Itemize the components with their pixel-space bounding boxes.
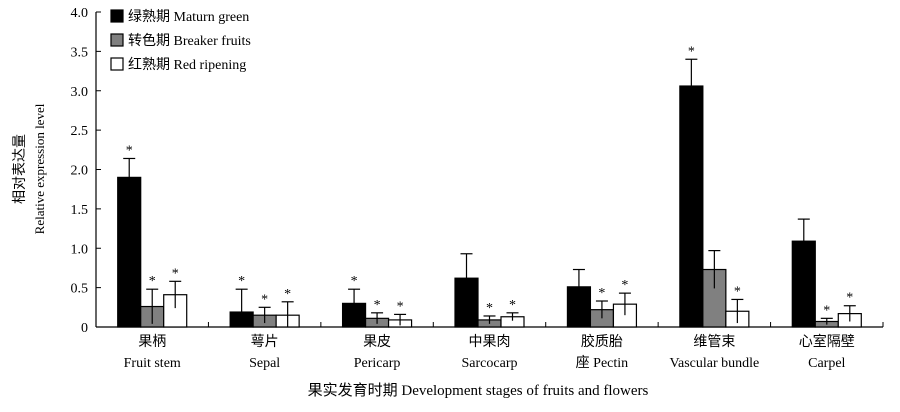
x-axis-label: 果实发育时期 Development stages of fruits and … [308, 382, 649, 399]
significance-marker: * [238, 274, 245, 289]
bars: * * * * * * * * * * * * * * * * * [117, 44, 862, 328]
y-tick-label: 1.5 [71, 203, 89, 218]
significance-marker: * [126, 143, 133, 158]
y-tick-label: 2.5 [71, 124, 89, 139]
significance-marker: * [734, 284, 741, 299]
x-category-label-en: Sepal [249, 356, 280, 371]
y-tick-label: 0 [81, 321, 88, 336]
significance-marker: * [621, 278, 628, 293]
x-category-label-en: Vascular bundle [669, 356, 759, 371]
significance-marker: * [598, 286, 605, 301]
x-category-label-en: Pericarp [354, 356, 401, 371]
legend-swatch [110, 33, 124, 47]
y-tick-label: 4.0 [71, 6, 89, 21]
significance-marker: * [397, 299, 404, 314]
x-category-label-cn: 果柄 [138, 334, 166, 350]
significance-marker: * [261, 292, 268, 307]
significance-marker: * [486, 301, 493, 316]
significance-marker: * [149, 274, 156, 289]
x-category-label-cn: 胶质胎 [581, 333, 623, 350]
x-category-label-en: Sarcocarp [462, 356, 518, 371]
y-tick-label: 3.5 [71, 45, 89, 60]
y-axis-label-cn: 相对表达量 [12, 134, 28, 204]
x-category-label-en: Fruit stem [124, 356, 181, 371]
y-tick-label: 3.0 [71, 85, 89, 100]
legend-swatch [110, 9, 124, 23]
significance-marker: * [374, 298, 381, 313]
legend-label: 绿熟期 Maturn green [128, 9, 249, 25]
x-category-label-cn: 心室隔壁 [799, 333, 855, 350]
y-axis: 0 0.5 1.0 1.5 2.0 2.5 3.0 3.5 4.0 [71, 6, 101, 336]
legend-swatch [110, 57, 124, 71]
x-category-label-en: Carpel [808, 356, 845, 371]
x-category-label-cn: 维管束 [693, 334, 735, 350]
significance-marker: * [823, 303, 830, 318]
y-tick-label: 1.0 [71, 242, 89, 257]
x-category-label-cn: 果皮 [363, 334, 391, 350]
legend-label: 转色期 Breaker fruits [128, 32, 251, 49]
significance-marker: * [688, 44, 695, 59]
y-axis-label-en: Relative expression level [32, 103, 47, 234]
legend-label: 红熟期 Red ripening [128, 57, 246, 73]
significance-marker: * [509, 298, 516, 313]
significance-marker: * [172, 266, 179, 281]
significance-marker: * [351, 274, 358, 289]
x-category-label-cn: 中果肉 [469, 334, 511, 350]
bar [679, 85, 704, 328]
legend: 绿熟期 Maturn green 转色期 Breaker fruits 红熟期 Re… [110, 9, 251, 73]
x-axis: 果柄 Fruit stem 萼片 Sepal 果皮 Pericarp 中果肉 Sarcocar… [95, 322, 884, 371]
x-category-label-en: 座 Pectin [576, 355, 629, 371]
x-category-label-cn: 萼片 [251, 334, 279, 350]
bar [117, 176, 142, 328]
y-tick-label: 2.0 [71, 164, 89, 179]
y-tick-label: 0.5 [71, 282, 89, 297]
significance-marker: * [284, 287, 291, 302]
significance-marker: * [846, 291, 853, 306]
